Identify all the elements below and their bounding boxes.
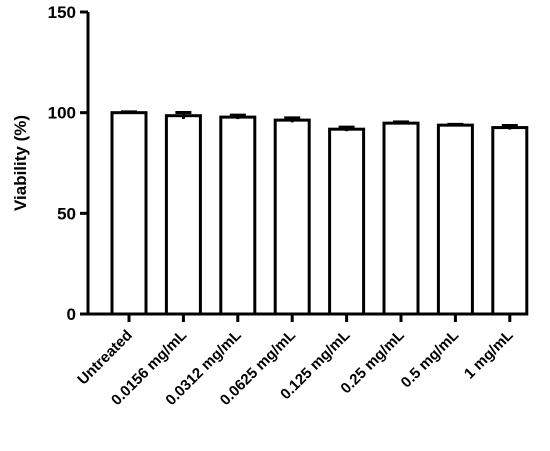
error-bar — [121, 110, 137, 114]
y-tick-label: 50 — [57, 204, 76, 223]
error-bar — [447, 122, 464, 126]
y-tick-label: 0 — [67, 305, 76, 324]
error-bars — [121, 110, 518, 132]
x-tick-label: 0.5 mg/mL — [398, 327, 462, 391]
error-bar — [284, 116, 301, 123]
error-bar — [501, 124, 518, 130]
error-bar — [229, 113, 246, 120]
bar — [382, 121, 420, 316]
error-bar — [393, 120, 409, 125]
y-tick-label: 150 — [48, 3, 76, 22]
bar — [491, 126, 529, 316]
bar — [273, 118, 311, 316]
error-bar — [338, 125, 355, 132]
bar — [328, 127, 366, 316]
bars — [110, 111, 529, 316]
y-tick-label: 100 — [48, 104, 76, 123]
error-bar — [175, 110, 192, 119]
bar — [436, 123, 474, 316]
bar — [164, 114, 202, 316]
x-tick-label: 1 mg/mL — [461, 327, 517, 383]
y-axis-label: Viability (%) — [11, 115, 30, 211]
bar — [219, 115, 257, 316]
bar — [110, 111, 148, 316]
